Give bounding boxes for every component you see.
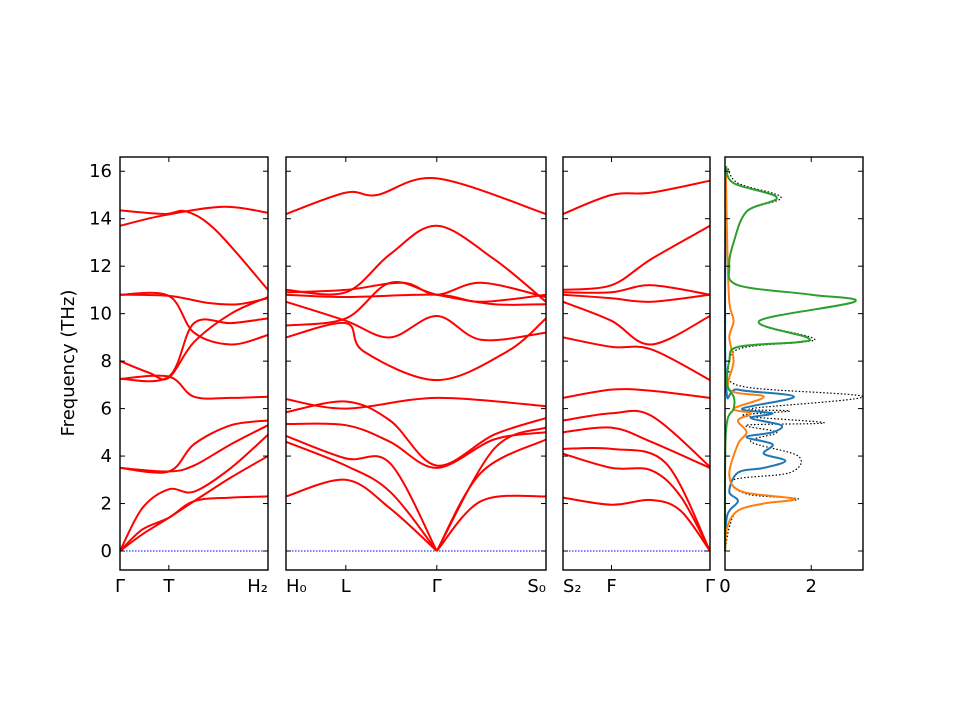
band-line	[119, 374, 269, 400]
y-tick-label: 6	[101, 399, 112, 420]
band-line	[285, 396, 547, 410]
band-line	[562, 426, 711, 469]
band-line	[562, 293, 711, 303]
band-line	[285, 224, 547, 303]
band-line	[119, 296, 269, 381]
y-tick-label: 8	[101, 351, 112, 372]
band-line	[436, 494, 547, 552]
path-label: H₀	[286, 576, 307, 597]
band-line	[285, 422, 547, 469]
y-axis-label: Frequency (THz)	[58, 290, 79, 437]
path-label: S₀	[527, 576, 546, 597]
dos-line	[723, 171, 796, 552]
band-line	[285, 440, 438, 552]
path-label: S₂	[563, 576, 582, 597]
path-label: Γ	[432, 576, 442, 597]
path-label: F	[606, 576, 616, 597]
band-line	[285, 400, 547, 467]
band-line	[435, 426, 547, 552]
band-line	[285, 293, 547, 303]
dos-x-tick-label: 0	[719, 576, 730, 597]
band-line	[562, 336, 711, 381]
band-line	[285, 478, 438, 552]
path-label: L	[341, 576, 351, 597]
panel-frame	[562, 156, 711, 571]
band-line	[119, 419, 269, 474]
band-line	[562, 446, 711, 552]
band-line	[562, 409, 711, 468]
y-tick-label: 10	[89, 304, 112, 325]
dos-frame	[724, 156, 864, 571]
band-line	[562, 388, 711, 399]
band-line	[562, 284, 711, 296]
dos-x-tick-label: 2	[806, 576, 817, 597]
band-line	[119, 433, 269, 552]
band-line	[119, 455, 269, 552]
band-line	[562, 452, 711, 552]
y-tick-label: 0	[101, 541, 112, 562]
band-line	[119, 291, 269, 346]
band-line	[285, 281, 547, 327]
y-tick-label: 4	[101, 446, 112, 467]
band-line	[119, 293, 269, 306]
band-line	[119, 424, 269, 473]
band-line	[285, 434, 438, 552]
panel-frame	[119, 156, 269, 571]
path-label: Γ	[115, 576, 125, 597]
band-line	[285, 177, 547, 215]
path-label: H₂	[247, 576, 268, 597]
y-tick-label: 14	[89, 209, 112, 230]
band-line	[119, 495, 269, 552]
band-line	[119, 317, 269, 383]
dos-line	[723, 166, 857, 552]
band-line	[562, 224, 711, 291]
y-tick-label: 2	[101, 494, 112, 515]
band-line	[119, 209, 269, 291]
path-label: T	[162, 576, 175, 597]
dos-line	[724, 171, 796, 552]
band-line	[562, 496, 711, 552]
panel-frame	[285, 156, 547, 571]
band-line	[562, 300, 711, 346]
band-line	[562, 179, 711, 215]
y-tick-label: 12	[89, 256, 112, 277]
path-label: Γ	[705, 576, 715, 597]
y-tick-label: 16	[89, 161, 112, 182]
band-line	[119, 205, 269, 227]
band-line	[285, 317, 547, 382]
band-line	[285, 300, 547, 342]
